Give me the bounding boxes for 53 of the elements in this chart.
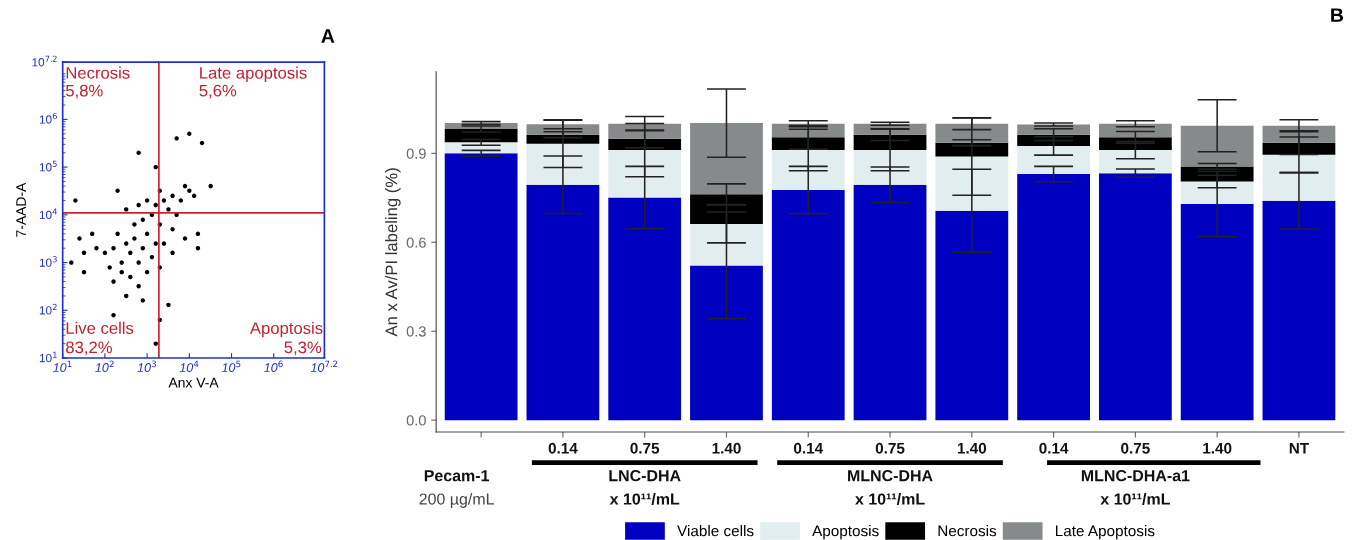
y-tick-label: 10$^{6}$ xyxy=(39,112,57,124)
text: x 10¹¹/mL xyxy=(609,492,680,505)
y-tick-label: 0.0 xyxy=(406,415,426,426)
x-tick-label: 1.40 xyxy=(712,442,741,454)
x-tick-label: 10$^{7.2}$ xyxy=(310,360,338,372)
y-tick-label: 0.6 xyxy=(406,237,426,248)
text: x 10¹¹/mL xyxy=(1100,492,1170,505)
legend-label: Viable cells xyxy=(677,525,754,537)
x-tick-label: 10$^{1}$ xyxy=(53,360,72,372)
annotation: Necrosis xyxy=(66,66,130,79)
y-tick-label: 0.3 xyxy=(406,326,426,337)
legend-label: Late Apoptosis xyxy=(1056,525,1155,540)
x-axis-title: Anx V-A xyxy=(168,377,219,388)
x-tick-label: 0.14 xyxy=(794,442,824,454)
x-tick-label: 1.40 xyxy=(957,442,987,454)
x-tick-label: 0.14 xyxy=(1039,442,1069,454)
annotation: 5,8% xyxy=(65,84,103,99)
x-tick-label: 0.75 xyxy=(1121,442,1150,454)
legend-label: Necrosis xyxy=(938,525,997,537)
x-tick-label: 10$^{5}$ xyxy=(221,360,241,372)
y-tick-label: 10$^{7.2}$ xyxy=(32,55,57,67)
y-axis-title: 7-AAD-A xyxy=(16,182,26,237)
text: LNC-DHA xyxy=(609,470,681,482)
text: Pecam-1 xyxy=(424,470,490,482)
text: x 10¹¹/mL xyxy=(855,492,925,505)
x-tick-label: NT xyxy=(1289,442,1309,454)
annotation: 83,2% xyxy=(66,341,112,356)
x-tick-label: 10$^{2}$ xyxy=(95,360,114,372)
y-tick-label: 0.9 xyxy=(406,148,426,159)
y-axis-title: An x Av/PI labeling (%) xyxy=(385,168,401,337)
legend-label: Apoptosis xyxy=(812,525,879,540)
text: MLNC-DHA xyxy=(848,470,933,482)
x-tick-label: 10$^{4}$ xyxy=(179,360,199,372)
annotation: 5,3% xyxy=(284,341,322,356)
y-tick-label: 10$^{4}$ xyxy=(39,208,57,220)
x-tick-label: 0.75 xyxy=(630,442,660,454)
y-tick-label: 10$^{1}$ xyxy=(39,351,57,363)
annotation: Late apoptosis xyxy=(200,66,307,83)
y-tick-label: 10$^{2}$ xyxy=(39,303,57,315)
annotation: Apoptosis xyxy=(249,321,323,338)
y-tick-label: 10$^{3}$ xyxy=(39,256,57,267)
x-tick-label: 10$^{6}$ xyxy=(264,360,283,372)
chart-title: B xyxy=(1331,8,1344,22)
x-tick-label: 10$^{3}$ xyxy=(137,360,157,372)
annotation: 5,6% xyxy=(199,84,237,99)
x-tick-label: 1.40 xyxy=(1203,442,1232,454)
x-tick-label: 0.75 xyxy=(875,442,905,454)
y-tick-label: 10$^{5}$ xyxy=(39,160,57,172)
text: 200 µg/mL xyxy=(419,492,494,508)
x-tick-label: 0.14 xyxy=(548,442,578,454)
annotation: Live cells xyxy=(66,321,134,335)
chart-title: A xyxy=(321,29,335,43)
text: MLNC-DHA-a1 xyxy=(1081,470,1190,482)
